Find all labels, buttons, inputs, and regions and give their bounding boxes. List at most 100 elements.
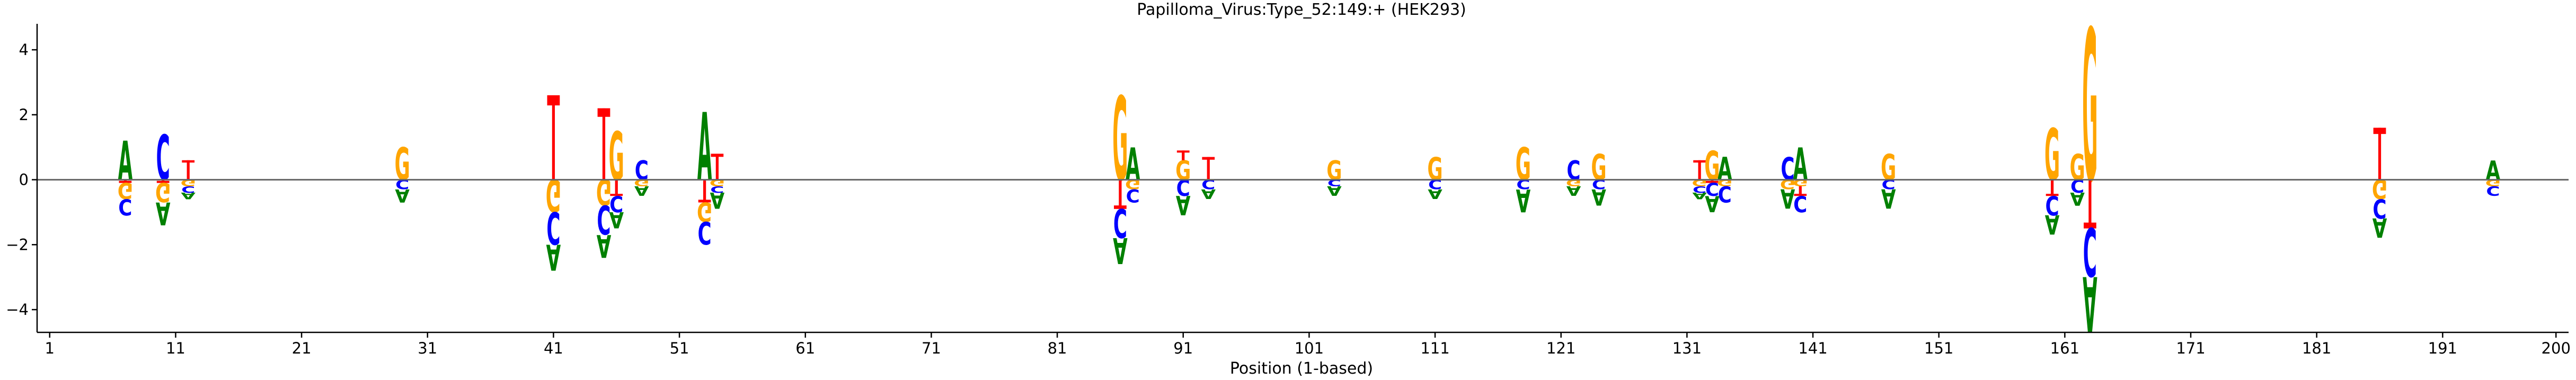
logo-letter-a: A xyxy=(634,183,649,198)
logo-letter-c: C xyxy=(1693,184,1706,195)
logo-letter-g: G xyxy=(546,169,561,221)
logo-letter-a: A xyxy=(2070,188,2085,209)
logo-letter-c: C xyxy=(1592,176,1606,192)
logo-letter-c: C xyxy=(698,214,712,250)
t-stem xyxy=(1711,179,1714,183)
chart-title: Papilloma_Virus:Type_52:149:+ (HEK293) xyxy=(1137,1,1466,19)
x-tick-label: 141 xyxy=(1798,339,1827,357)
logo-letter-a: A xyxy=(1428,186,1442,201)
logo-letter-g: G xyxy=(1780,176,1795,192)
logo-letter-g: G xyxy=(1125,176,1140,192)
logo-letter-t xyxy=(2084,179,2096,229)
y-tick-label: 4 xyxy=(19,41,29,59)
logo-letter-c: C xyxy=(1793,190,1807,215)
logo-letter-a: A xyxy=(1113,230,1128,272)
t-stem xyxy=(615,179,618,196)
logo-letter-a: A xyxy=(1201,186,1216,201)
logo-letter-t xyxy=(547,95,560,180)
logo-letter-g: G xyxy=(596,171,612,213)
logo-letter-a: A xyxy=(395,185,410,205)
logo-letter-g: G xyxy=(1427,151,1442,187)
x-tick-label: 181 xyxy=(2302,339,2331,357)
logo-letter-t xyxy=(597,108,610,180)
x-tick-label: 81 xyxy=(1048,339,1067,357)
logo-letter-c: C xyxy=(181,184,195,195)
logo-letter-a: A xyxy=(1516,182,1531,218)
logo-letter-c: C xyxy=(635,156,649,187)
logo-letter-t xyxy=(156,179,170,183)
x-tick-label: 61 xyxy=(795,339,815,357)
t-stem xyxy=(2088,179,2092,229)
logo-letter-g: G xyxy=(118,177,133,203)
logo-letter-a: A xyxy=(2045,209,2060,239)
logo-letter-c: C xyxy=(710,184,724,195)
logo-letter-c: C xyxy=(2046,189,2059,220)
x-tick-label: 191 xyxy=(2428,339,2457,357)
x-tick-label: 121 xyxy=(1546,339,1575,357)
logo-letter-c: C xyxy=(1176,174,1190,200)
y-tick-label: 2 xyxy=(19,106,29,124)
logo-letter-a: A xyxy=(1793,139,1808,191)
logo-letter-a: A xyxy=(609,206,624,232)
x-tick-label: 31 xyxy=(418,339,437,357)
logo-letter-c: C xyxy=(1705,178,1719,199)
logo-letter-t xyxy=(2046,179,2059,196)
y-tick-label: −4 xyxy=(6,301,29,319)
x-tick-label: 51 xyxy=(670,339,689,357)
logo-letter-a: A xyxy=(1176,189,1191,220)
logo-letter-c: C xyxy=(597,196,610,243)
logo-letter-a: A xyxy=(2486,156,2501,187)
logo-letter-t xyxy=(1202,157,1215,180)
logo-letter-c: C xyxy=(1516,176,1530,192)
logo-letter-c: C xyxy=(609,190,623,215)
logo-letter-a: A xyxy=(2083,259,2097,346)
x-tick-label: 1 xyxy=(45,339,55,357)
logo-letter-c: C xyxy=(1566,156,1580,187)
logo-letter-t xyxy=(182,160,195,180)
logo-letter-a: A xyxy=(1126,139,1140,191)
t-stem xyxy=(602,108,606,180)
x-tick-label: 131 xyxy=(1672,339,1702,357)
logo-letter-g: G xyxy=(1326,156,1342,187)
logo-letter-a: A xyxy=(1566,183,1581,198)
logo-letter-g: G xyxy=(1516,139,1531,191)
logo-letter-c: C xyxy=(395,176,409,192)
logo-letter-c: C xyxy=(2373,193,2386,223)
x-tick-label: 101 xyxy=(1295,339,1324,357)
t-stem xyxy=(552,95,555,180)
logo-letter-t xyxy=(1706,179,1719,183)
logo-letter-a: A xyxy=(710,187,725,212)
logo-letter-g: G xyxy=(395,139,410,191)
logo-letter-c: C xyxy=(1201,176,1215,192)
logo-letter-g: G xyxy=(155,176,171,207)
logo-letter-a: A xyxy=(1881,183,1896,213)
t-stem xyxy=(187,160,190,180)
x-axis-label: Position (1-based) xyxy=(1230,359,1373,378)
logo-letter-c: C xyxy=(2486,183,2500,198)
logo-letter-t xyxy=(698,179,711,203)
y-axis-ticks: −4 −2 0 2 4 xyxy=(6,41,37,319)
logo-letter-c: C xyxy=(1882,176,1896,192)
logo-letter-t xyxy=(1693,160,1706,180)
logo-letter-c: C xyxy=(1126,185,1140,205)
logo-letter-a: A xyxy=(1692,191,1707,201)
logo-letter-a: A xyxy=(1591,184,1606,209)
logo-letter-a: A xyxy=(1781,183,1795,213)
logo-letter-t xyxy=(1794,186,1807,196)
y-tick-label: 0 xyxy=(19,171,29,189)
t-stem xyxy=(2050,179,2054,196)
t-stem xyxy=(1182,150,1185,160)
t-stem xyxy=(162,179,165,183)
t-stem xyxy=(1698,160,1701,180)
logo-letter-t xyxy=(119,179,132,183)
x-tick-label: 11 xyxy=(166,339,185,357)
x-tick-label: 91 xyxy=(1173,339,1193,357)
t-stem xyxy=(1799,186,1802,196)
y-tick-label: −2 xyxy=(6,236,29,254)
logo-letter-t xyxy=(610,179,623,196)
logo-letter-g: G xyxy=(1175,156,1191,187)
logo-letter-a: A xyxy=(597,227,612,263)
logo-letter-t xyxy=(2373,128,2386,180)
logo-letter-g: G xyxy=(1881,147,1896,188)
